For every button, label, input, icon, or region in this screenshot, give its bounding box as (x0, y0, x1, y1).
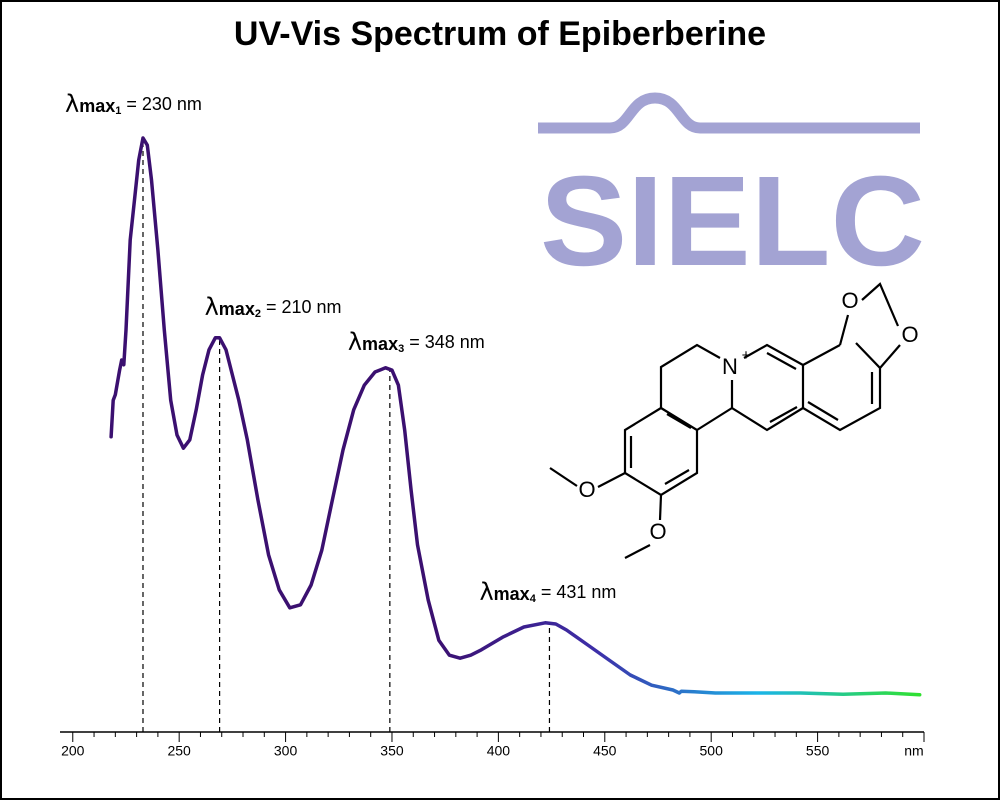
x-tick-label: 500 (700, 743, 724, 759)
peak-sub: max (494, 584, 530, 604)
atom-label: O (649, 519, 666, 544)
x-tick-label: 200 (61, 743, 85, 759)
logo-text: SIELC (540, 150, 925, 293)
bond (659, 343, 733, 431)
x-tick-label: 550 (806, 743, 830, 759)
x-tick-label: 400 (487, 743, 511, 759)
peak-label: λmax2 = 210 nm (205, 293, 342, 321)
peak-label: λmax1 = 230 nm (65, 90, 202, 118)
peak-sub: max (362, 334, 398, 354)
peak-text: = 230 nm (126, 94, 202, 114)
peak-symbol: λ (65, 90, 79, 118)
peak-label: λmax3 = 348 nm (348, 328, 485, 356)
peak-index: 2 (255, 308, 261, 320)
atom-label: O (578, 477, 595, 502)
spectrum-line (109, 136, 922, 697)
x-tick-label: 250 (167, 743, 191, 759)
x-tick-label: 300 (274, 743, 298, 759)
peak-symbol: λ (348, 328, 362, 356)
peak-index: 4 (530, 593, 537, 605)
peak-text: = 431 nm (541, 582, 617, 602)
atom-label: N (722, 354, 738, 379)
bond (801, 282, 901, 432)
peak-sub: max (219, 299, 255, 319)
peak-label: λmax4 = 431 nm (479, 578, 616, 606)
bond (807, 372, 874, 421)
x-tick-label: 450 (593, 743, 617, 759)
x-tick-label: nm (904, 743, 923, 759)
peak-text: = 210 nm (266, 297, 342, 317)
bond (766, 352, 798, 423)
atom-label: O (841, 288, 858, 313)
logo-swoosh (538, 92, 920, 134)
bond (730, 343, 804, 432)
peak-index: 3 (398, 343, 404, 355)
peak-symbol: λ (479, 578, 493, 606)
chart-title: UV-Vis Spectrum of Epiberberine (234, 15, 766, 53)
bond (549, 467, 663, 559)
peak-sub: max (79, 96, 115, 116)
atom-charge: + (742, 347, 751, 364)
peak-index: 1 (115, 105, 121, 117)
x-tick-label: 350 (380, 743, 404, 759)
logo: SIELC (538, 92, 925, 293)
atom-label: O (901, 322, 918, 347)
peak-symbol: λ (205, 293, 219, 321)
peak-text: = 348 nm (409, 332, 485, 352)
molecule (549, 282, 901, 559)
